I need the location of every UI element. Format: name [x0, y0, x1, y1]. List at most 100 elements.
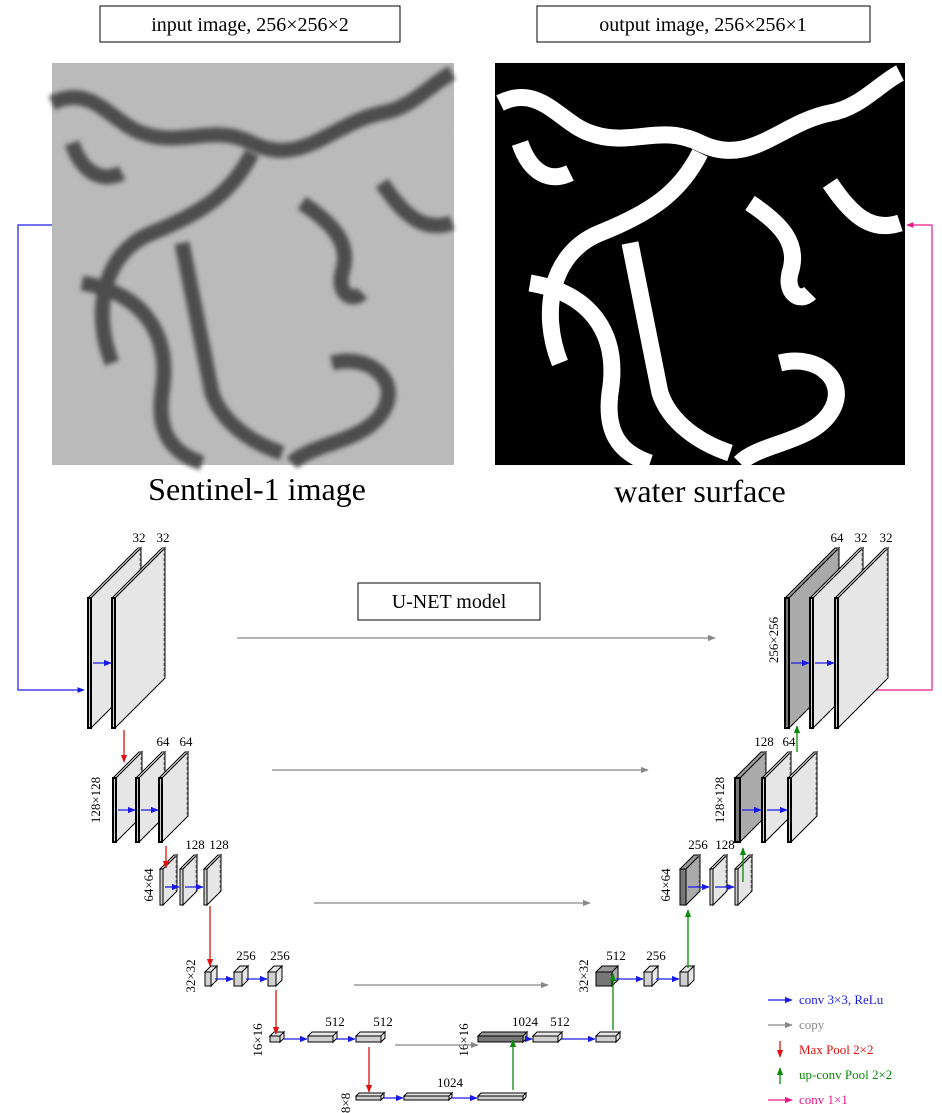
layer-block: [356, 1032, 385, 1042]
block-front: [788, 778, 791, 842]
block-front: [268, 972, 276, 986]
size-label: 16×16: [250, 1023, 265, 1057]
legend-label: conv 3×3, ReLu: [799, 992, 884, 1007]
input-caption: Sentinel-1 image: [148, 471, 366, 507]
block-top: [356, 1032, 385, 1036]
block-side: [207, 855, 221, 905]
legend-label: up-conv Pool 2×2: [799, 1067, 892, 1082]
block-front: [680, 972, 688, 986]
block-front: [88, 598, 91, 728]
channel-label: 32: [880, 530, 893, 545]
block-front: [762, 778, 765, 842]
channel-label: 32: [855, 530, 868, 545]
block-front: [785, 598, 789, 728]
size-label: 128×128: [88, 777, 103, 823]
channel-label: 64: [783, 734, 797, 749]
page: input image, 256×256×2 output image, 256…: [0, 0, 942, 1113]
block-front: [533, 1036, 558, 1042]
size-label: 16×16: [456, 1023, 471, 1057]
block-front: [356, 1096, 381, 1100]
block-top: [533, 1032, 562, 1036]
block-front: [204, 869, 207, 905]
block-front: [596, 1036, 616, 1042]
layer-block: [596, 966, 618, 986]
size-label: 32×32: [576, 959, 591, 992]
output-image: [495, 63, 905, 465]
channel-label: 128: [754, 734, 774, 749]
channel-label: 128: [185, 837, 205, 852]
model-label: U-NET model: [392, 591, 507, 613]
block-side: [713, 855, 727, 905]
size-label: 64×64: [141, 868, 156, 902]
layer-block: [680, 966, 694, 986]
legend-label: conv 1×1: [799, 1092, 848, 1107]
block-front: [356, 1036, 381, 1042]
block-front: [680, 869, 686, 905]
channel-label: 64: [180, 734, 194, 749]
block-front: [644, 972, 652, 986]
output-caption: water surface: [614, 473, 785, 509]
legend-label: copy: [799, 1017, 825, 1032]
channel-label: 64: [157, 734, 171, 749]
layer-block: [533, 1032, 562, 1042]
unet: 32 32 64 64 128×128 128 128 64×64 256 256 32×32 512…: [88, 530, 893, 1113]
block-side: [738, 855, 752, 905]
block-front: [478, 1036, 523, 1042]
channel-label: 256: [270, 948, 290, 963]
output-label: output image, 256×256×1: [599, 14, 807, 36]
channel-label: 128: [715, 837, 735, 852]
layer-block: [710, 855, 727, 905]
block-front: [234, 972, 242, 986]
layer-block: [308, 1032, 337, 1042]
block-front: [835, 598, 838, 728]
block-top: [478, 1032, 527, 1036]
block-front: [136, 778, 139, 842]
layer-block: [596, 1032, 620, 1042]
block-front: [735, 869, 738, 905]
channel-label: 256: [646, 948, 666, 963]
block-front: [735, 778, 740, 842]
channel-label: 1024: [512, 1014, 539, 1029]
layer-block: [478, 1032, 527, 1042]
size-label: 8×8: [338, 1093, 353, 1113]
block-front: [810, 598, 813, 728]
channel-label: 512: [373, 1014, 393, 1029]
block-side: [162, 752, 188, 842]
block-front: [478, 1096, 523, 1100]
block-front: [596, 972, 612, 986]
block-front: [159, 778, 162, 842]
layer-block: [788, 752, 817, 842]
block-front: [112, 598, 115, 728]
channel-label: 256: [688, 837, 708, 852]
layer-block: [356, 1093, 384, 1100]
block-front: [308, 1036, 333, 1042]
input-label: input image, 256×256×2: [151, 14, 349, 36]
block-front: [205, 972, 211, 986]
block-front: [180, 869, 183, 905]
size-label: 32×32: [183, 959, 198, 992]
block-top: [308, 1032, 337, 1036]
channel-label: 1024: [437, 1075, 464, 1090]
block-side: [791, 752, 817, 842]
block-side: [183, 855, 197, 905]
channel-label: 512: [325, 1014, 345, 1029]
channel-label: 256: [236, 948, 256, 963]
block-front: [160, 869, 163, 905]
channel-label: 512: [606, 948, 626, 963]
layer-block: [644, 966, 658, 986]
layer-block: [160, 855, 177, 905]
block-front: [270, 1036, 280, 1042]
size-label: 64×64: [658, 868, 673, 902]
channel-label: 512: [550, 1014, 570, 1029]
channel-label: 32: [133, 530, 146, 545]
layer-block: [204, 855, 221, 905]
channel-label: 64: [831, 530, 845, 545]
layer-block: [205, 966, 217, 986]
channel-label: 32: [157, 530, 170, 545]
input-image: [52, 63, 454, 465]
layer-block: [180, 855, 197, 905]
block-front: [113, 778, 116, 842]
block-side: [163, 855, 177, 905]
block-front: [710, 869, 713, 905]
figure: input image, 256×256×2 output image, 256…: [0, 0, 942, 1113]
